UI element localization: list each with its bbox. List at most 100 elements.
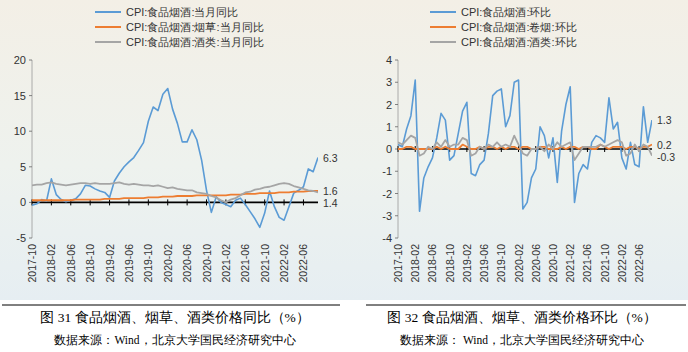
x-axis: [32, 202, 318, 204]
x-tick: [284, 199, 285, 205]
x-tick-label: 2017-10: [26, 244, 38, 283]
end-label: 0.2: [657, 139, 672, 151]
separator: [366, 305, 686, 306]
y-tick-label: 2: [386, 99, 392, 111]
series-line: [398, 136, 652, 160]
y-tick-label: 1: [386, 121, 392, 133]
x-tick-label: 2018-10: [84, 244, 96, 283]
y-axis: [32, 60, 33, 238]
x-tick-label: 2020-06: [181, 244, 193, 283]
y-tick-label: 4: [386, 54, 392, 66]
y-tick-label: 10: [14, 125, 26, 137]
separator: [2, 305, 340, 306]
x-tick-label: 2020-10: [201, 244, 213, 283]
x-tick-label: 2022-06: [633, 244, 645, 283]
x-tick-label: 2021-02: [564, 244, 576, 283]
x-tick-label: 2022-02: [616, 244, 628, 283]
y-tick-label: -1: [382, 165, 392, 177]
x-tick-label: 2018-02: [409, 244, 421, 283]
x-tick-label: 2021-10: [259, 244, 271, 283]
y-tick: [395, 171, 398, 172]
x-tick-label: 2022-06: [297, 244, 309, 283]
x-tick: [148, 199, 149, 205]
series-line: [32, 88, 318, 227]
legend-label: CPI:食品烟酒:烟草:当月同比: [126, 21, 264, 33]
legend-swatch: [430, 41, 456, 43]
x-tick-label: 2019-02: [461, 244, 473, 283]
legend-swatch: [95, 11, 121, 13]
end-label: 1.4: [323, 197, 338, 209]
x-tick-label: 2018-06: [426, 244, 438, 283]
legend-swatch: [430, 11, 456, 13]
y-tick-label: 20: [14, 54, 26, 66]
x-tick: [128, 199, 129, 205]
x-tick-label: 2021-06: [581, 244, 593, 283]
chart: -4 -3 -2 -1 0 1 2 3 4 2017-10 2018-02 2018-06 2018-1…: [366, 6, 686, 346]
title: 图 32 食品烟酒、烟草、酒类价格环比（%）: [387, 310, 657, 325]
y-tick-label: 5: [20, 161, 26, 173]
y-tick-label: 3: [386, 76, 392, 88]
caption-background: [0, 300, 688, 352]
end-label: 6.3: [323, 152, 338, 164]
x-tick: [167, 199, 168, 205]
x-tick-label: 2018-10: [444, 244, 456, 283]
x-tick-label: 2020-06: [530, 244, 542, 283]
chart: -5051015202017-102018-022018-062018-1020…: [2, 6, 340, 346]
y-tick: [395, 215, 398, 216]
source: 数据来源：Wind，北京大学国民经济研究中心: [54, 333, 295, 346]
legend-label: CPI:食品烟酒:环比: [461, 6, 551, 18]
legend-label: CPI:食品烟酒:酒类:当月同比: [126, 36, 264, 48]
x-tick: [187, 199, 188, 205]
x-tick-label: 2017-10: [392, 244, 404, 283]
x-tick-label: 2022-02: [278, 244, 290, 283]
y-tick: [29, 238, 32, 239]
x-tick-label: 2021-10: [599, 244, 611, 283]
source: 数据来源： Wind，北京大学国民经济研究中心: [400, 333, 644, 346]
y-tick: [395, 104, 398, 105]
x-tick-label: 2018-02: [45, 244, 57, 283]
series-line: [32, 191, 318, 200]
series-line: [398, 145, 652, 149]
x-tick-label: 2020-02: [162, 244, 174, 283]
y-tick: [29, 131, 32, 132]
figure: -5051015202017-102018-022018-062018-1020…: [0, 0, 688, 352]
legend-swatch: [95, 41, 121, 43]
y-tick-label: -2: [382, 188, 392, 200]
y-tick: [29, 95, 32, 96]
y-tick-label: 15: [14, 90, 26, 102]
legend-label: CPI:食品烟酒:酒类:环比: [461, 36, 577, 48]
x-tick-label: 2020-02: [513, 244, 525, 283]
x-tick-label: 2021-02: [220, 244, 232, 283]
end-label: 1.6: [323, 185, 338, 197]
y-tick: [29, 166, 32, 167]
y-tick: [395, 60, 398, 61]
legend-label: CPI:食品烟酒:卷烟:环比: [461, 21, 577, 33]
x-tick: [303, 199, 304, 205]
x-tick-label: 2019-02: [104, 244, 116, 283]
y-tick-label: -3: [382, 210, 392, 222]
x-tick-label: 2018-06: [65, 244, 77, 283]
legend-swatch: [95, 26, 121, 28]
y-tick-label: 0: [20, 196, 26, 208]
title: 图 31 食品烟酒、烟草、酒类价格同比（%）: [40, 310, 310, 325]
y-tick: [29, 60, 32, 61]
series-line: [398, 80, 652, 211]
end-label: 1.3: [657, 114, 672, 126]
y-tick: [395, 126, 398, 127]
x-tick-label: 2020-10: [547, 244, 559, 283]
y-tick-label: 0: [386, 143, 392, 155]
y-tick: [395, 238, 398, 239]
x-tick-label: 2019-10: [495, 244, 507, 283]
x-tick-label: 2021-06: [239, 244, 251, 283]
x-tick-label: 2019-06: [123, 244, 135, 283]
legend-swatch: [430, 26, 456, 28]
end-label: -0.3: [657, 151, 675, 163]
plot-area: [398, 80, 652, 211]
x-tick: [206, 199, 207, 205]
series-line: [32, 182, 318, 202]
y-tick: [395, 193, 398, 194]
plot-area: [32, 88, 318, 227]
y-tick-label: -4: [382, 232, 392, 244]
x-tick: [264, 199, 265, 205]
x-tick-label: 2019-06: [478, 244, 490, 283]
